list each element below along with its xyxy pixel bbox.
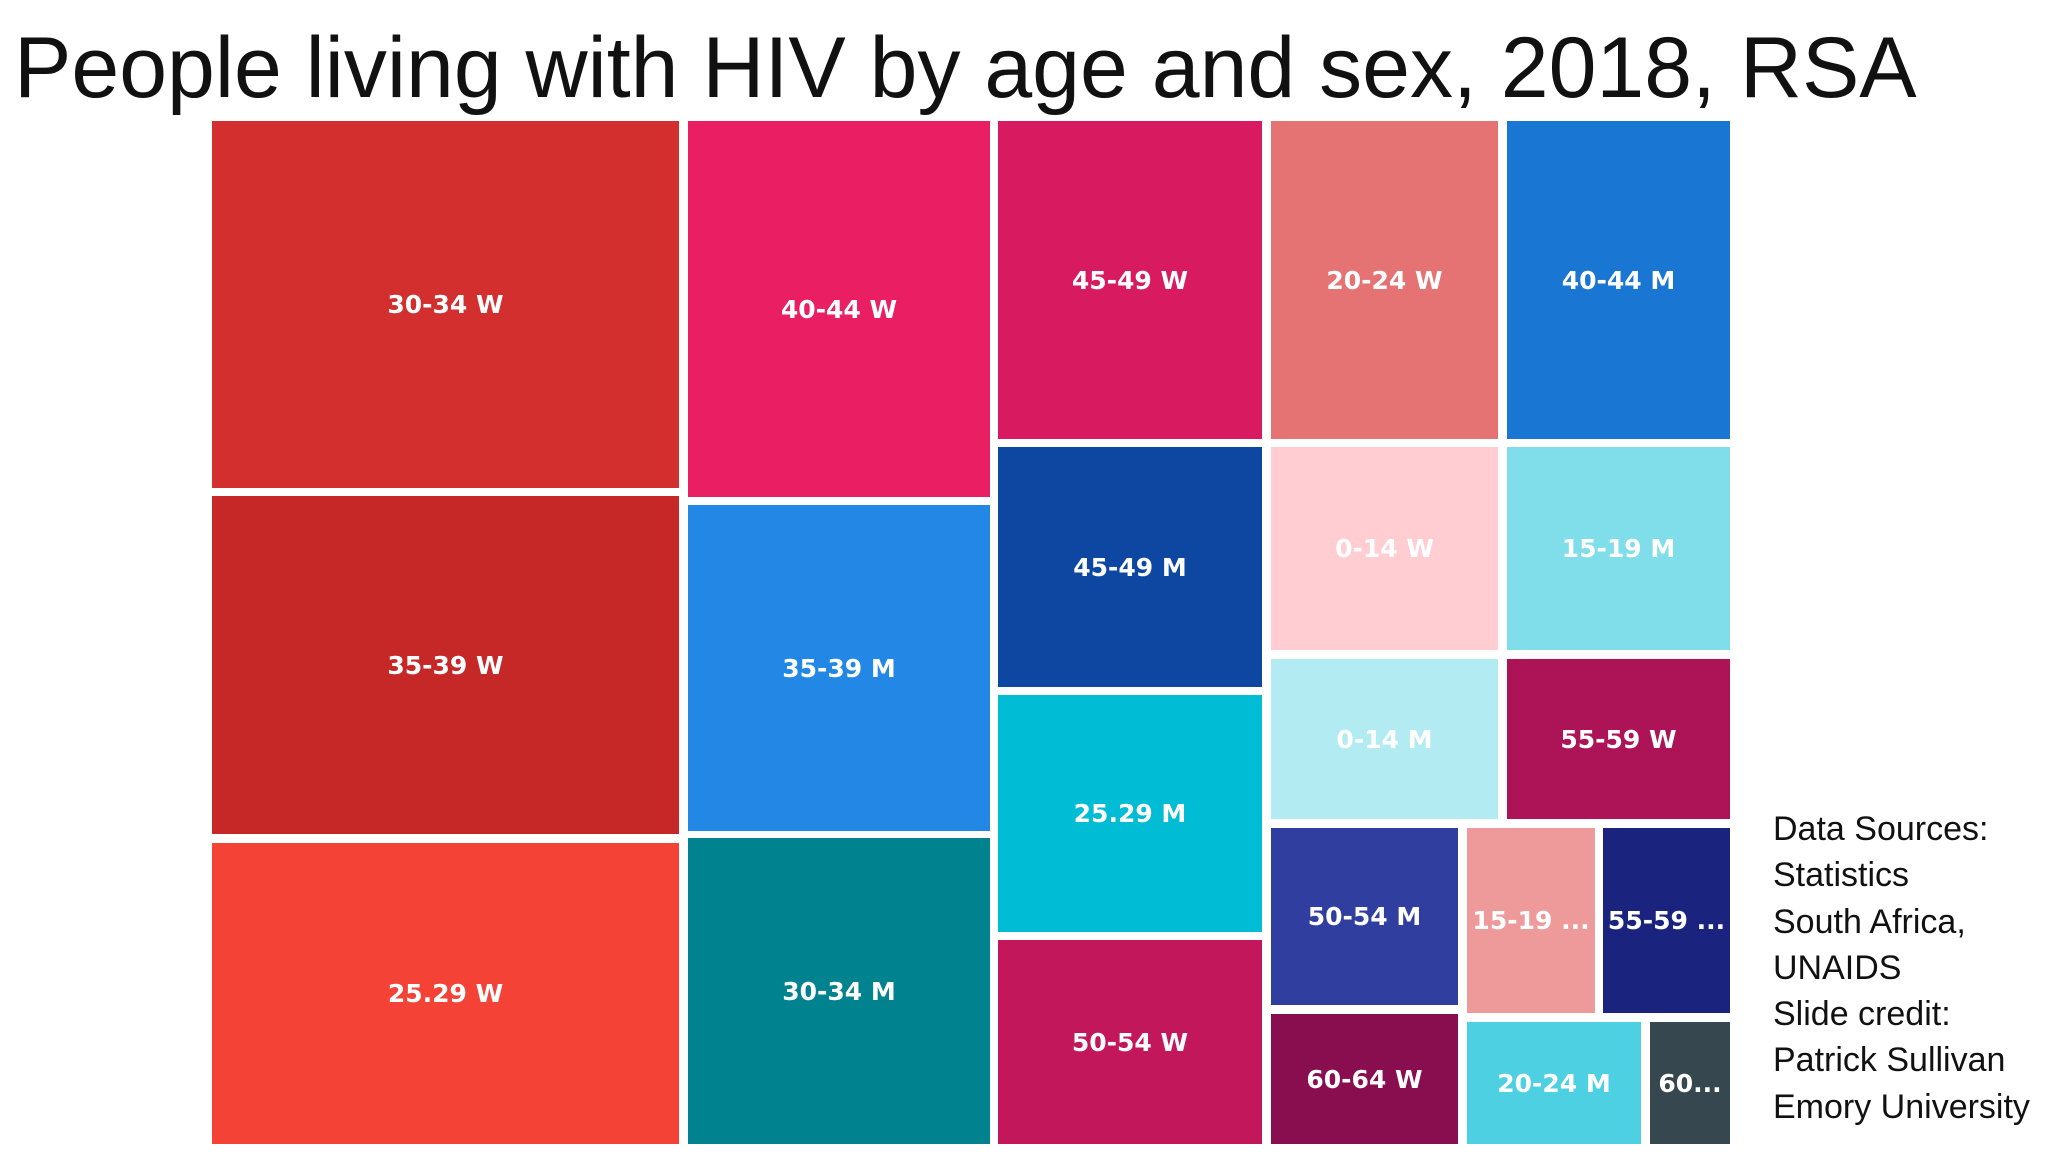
treemap-tile-label: 30-34 M: [782, 976, 896, 1006]
source-line: Statistics: [1773, 856, 1910, 895]
treemap-tile-label: 15-19 ...: [1472, 906, 1590, 935]
treemap-tile-1[interactable]: 30-34 W: [212, 121, 679, 488]
treemap-tile-2[interactable]: 35-39 W: [212, 496, 679, 834]
treemap-tile-4[interactable]: 40-44 W: [688, 121, 990, 497]
treemap-tile-label: 0-14 W: [1335, 534, 1434, 563]
treemap-tile-22[interactable]: 60...: [1650, 1022, 1730, 1144]
source-line: Data Sources:: [1773, 810, 1989, 848]
treemap-tile-label: 45-49 W: [1071, 265, 1189, 295]
treemap-tile-5[interactable]: 35-39 M: [688, 505, 990, 831]
treemap-tile-label: 25.29 W: [387, 979, 504, 1008]
treemap-tile-label: 20-24 W: [1326, 265, 1443, 295]
treemap-tile-label: 55-59 ...: [1607, 906, 1726, 935]
treemap-tile-7[interactable]: 45-49 W: [998, 121, 1262, 439]
treemap-tile-13[interactable]: 0-14 W: [1271, 447, 1498, 650]
source-line: Slide credit:: [1773, 995, 1951, 1034]
treemap-tile-9[interactable]: 25.29 M: [998, 695, 1262, 932]
treemap-tile-21[interactable]: 20-24 M: [1467, 1022, 1641, 1144]
treemap-tile-6[interactable]: 30-34 M: [688, 838, 990, 1144]
source-line: Patrick Sullivan: [1773, 1041, 2006, 1080]
chart-title: People living with HIV by age and sex, 2…: [14, 20, 1917, 116]
treemap-tile-20[interactable]: 60-64 W: [1271, 1014, 1458, 1144]
treemap-tile-3[interactable]: 25.29 W: [212, 843, 679, 1144]
treemap-tile-label: 60-64 W: [1306, 1064, 1423, 1094]
treemap-tile-18[interactable]: 15-19 ...: [1467, 828, 1595, 1013]
treemap-tile-11[interactable]: 20-24 W: [1271, 121, 1498, 439]
treemap-tile-12[interactable]: 40-44 M: [1507, 121, 1730, 439]
treemap-tile-label: 35-39 M: [782, 653, 896, 683]
treemap-tile-label: 40-44 W: [780, 294, 898, 324]
treemap-tile-label: 0-14 M: [1336, 724, 1433, 754]
treemap-tile-label: 40-44 M: [1561, 265, 1676, 295]
treemap-tile-label: 35-39 W: [387, 650, 504, 680]
treemap-tile-19[interactable]: 55-59 ...: [1603, 828, 1730, 1013]
treemap-tile-16[interactable]: 55-59 W: [1507, 659, 1730, 819]
treemap-tile-label: 20-24 M: [1497, 1068, 1611, 1098]
treemap-tile-label: 15-19 M: [1561, 534, 1676, 563]
treemap-tile-label: 55-59 W: [1560, 724, 1677, 754]
treemap-tile-15[interactable]: 0-14 M: [1271, 659, 1498, 819]
source-line: UNAIDS: [1773, 948, 1902, 987]
treemap-tile-label: 60...: [1658, 1068, 1722, 1098]
treemap-tile-label: 25.29 M: [1073, 799, 1187, 828]
treemap-tile-label: 50-54 W: [1071, 1027, 1189, 1057]
data-sources-note: Data Sources: Statistics South Africa, UNAI…: [1773, 806, 2043, 1130]
treemap-tile-14[interactable]: 15-19 M: [1507, 447, 1730, 650]
treemap-tile-10[interactable]: 50-54 W: [998, 940, 1262, 1144]
treemap-tile-8[interactable]: 45-49 M: [998, 447, 1262, 687]
treemap-tile-label: 50-54 M: [1307, 902, 1422, 931]
source-line: South Africa,: [1773, 902, 1966, 941]
source-line: Emory University: [1773, 1087, 2030, 1126]
treemap-tile-17[interactable]: 50-54 M: [1271, 828, 1458, 1005]
treemap-tile-label: 30-34 W: [387, 290, 504, 319]
treemap-tile-label: 45-49 M: [1073, 552, 1187, 582]
